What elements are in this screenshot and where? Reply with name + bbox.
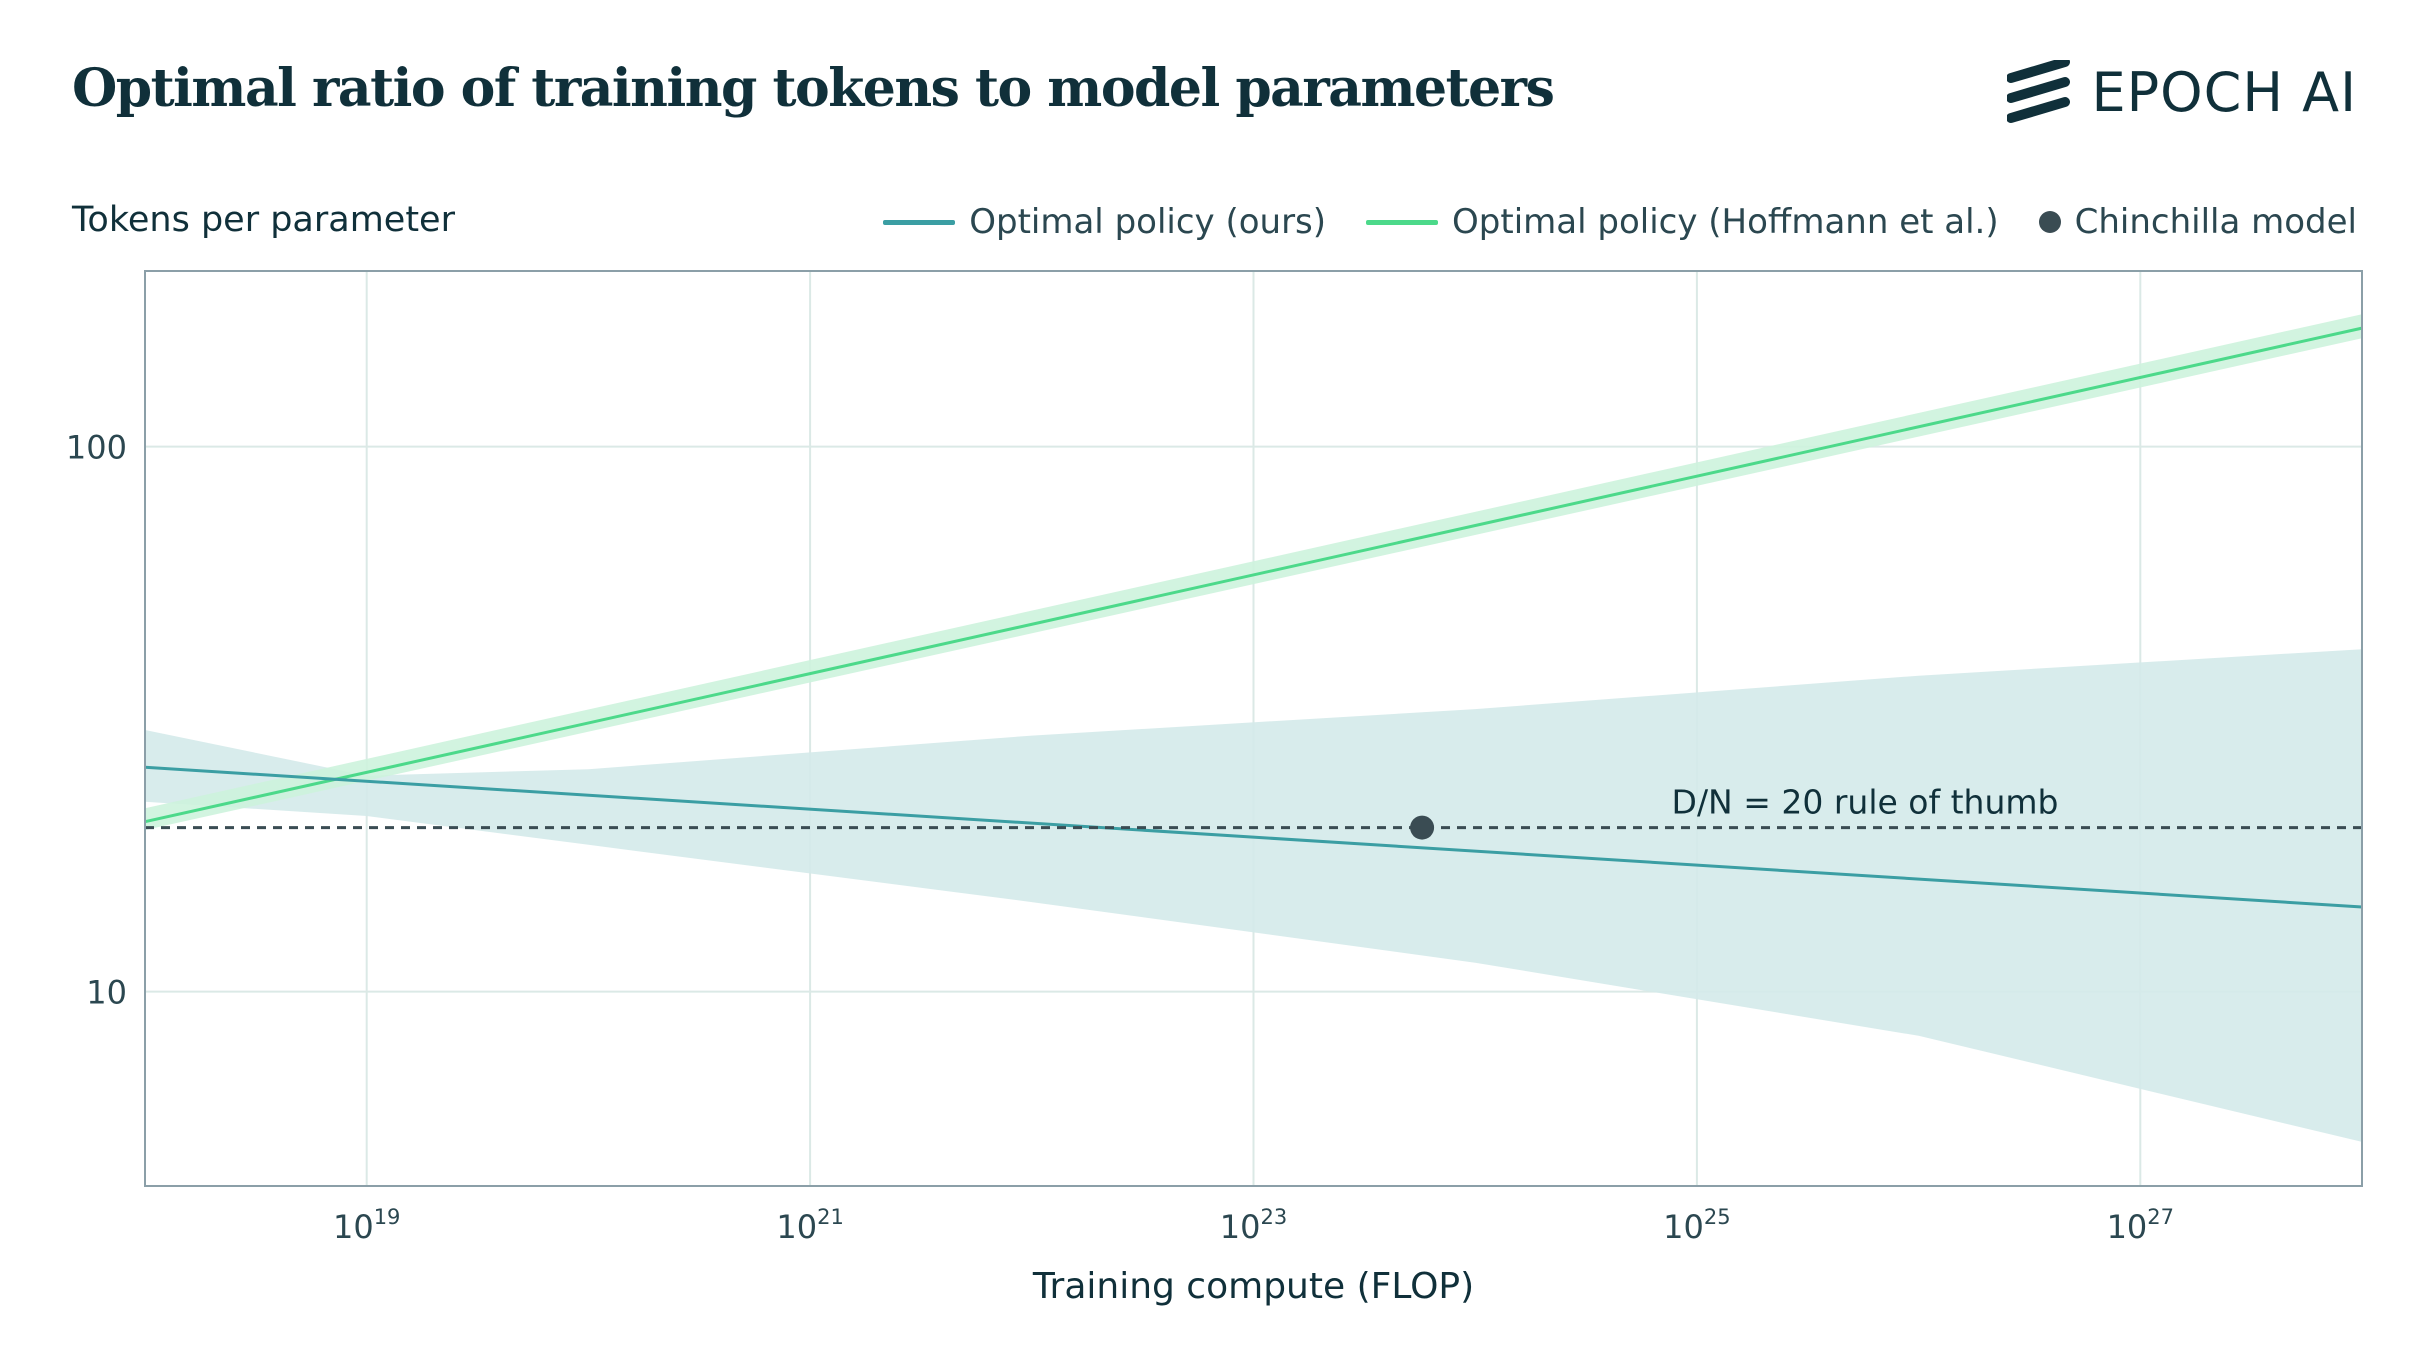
reference-line-group: D/N = 20 rule of thumb [145, 783, 2362, 830]
confidence-bands [145, 314, 2362, 1142]
x-tick-label: 1023 [1220, 1205, 1287, 1246]
x-tick-label: 1019 [333, 1205, 400, 1246]
chinchilla-point [1410, 815, 1435, 840]
ours-series-line [144, 765, 2363, 909]
x-tick-label: 1027 [2107, 1205, 2174, 1246]
y-tick-label: 100 [66, 429, 127, 467]
x-tick-label: 1021 [776, 1205, 843, 1246]
points [1410, 815, 1435, 840]
legend-swatch-ours [883, 219, 956, 225]
legend-label-chinchilla: Chinchilla model [2074, 202, 2357, 242]
hoffmann-confidence-band [145, 314, 2362, 830]
legend: Optimal policy (ours) Optimal policy (Ho… [883, 202, 2357, 242]
chart-title: Optimal ratio of training tokens to mode… [72, 58, 1555, 119]
series-lines [144, 326, 2363, 909]
x-axis-label: Training compute (FLOP) [1032, 1266, 1474, 1307]
brand-name: EPOCH AI [2091, 60, 2357, 124]
y-axis-label: Tokens per parameter [72, 200, 455, 240]
legend-label-hoffmann: Optimal policy (Hoffmann et al.) [1452, 202, 1999, 242]
reference-line-label: D/N = 20 rule of thumb [1672, 783, 2059, 822]
hoffmann-series-line [144, 326, 2363, 824]
legend-item-chinchilla: Chinchilla model [2038, 202, 2357, 242]
legend-item-ours: Optimal policy (ours) [883, 202, 1326, 242]
plot-frame [144, 270, 2363, 1187]
ours-confidence-band [145, 649, 2362, 1142]
y-tick-label: 10 [86, 974, 127, 1012]
legend-swatch-chinchilla [2038, 211, 2061, 233]
tick-labels: 1019 1021 1023 1025 1027 10 100 [66, 429, 2174, 1246]
legend-swatch-hoffmann [1366, 219, 1439, 225]
legend-label-ours: Optimal policy (ours) [969, 202, 1327, 242]
epoch-logo-icon [2007, 60, 2071, 123]
x-tick-label: 1025 [1663, 1205, 1730, 1246]
epoch-ai-logo: EPOCH AI [2007, 60, 2357, 124]
legend-item-hoffmann: Optimal policy (Hoffmann et al.) [1366, 202, 1999, 242]
